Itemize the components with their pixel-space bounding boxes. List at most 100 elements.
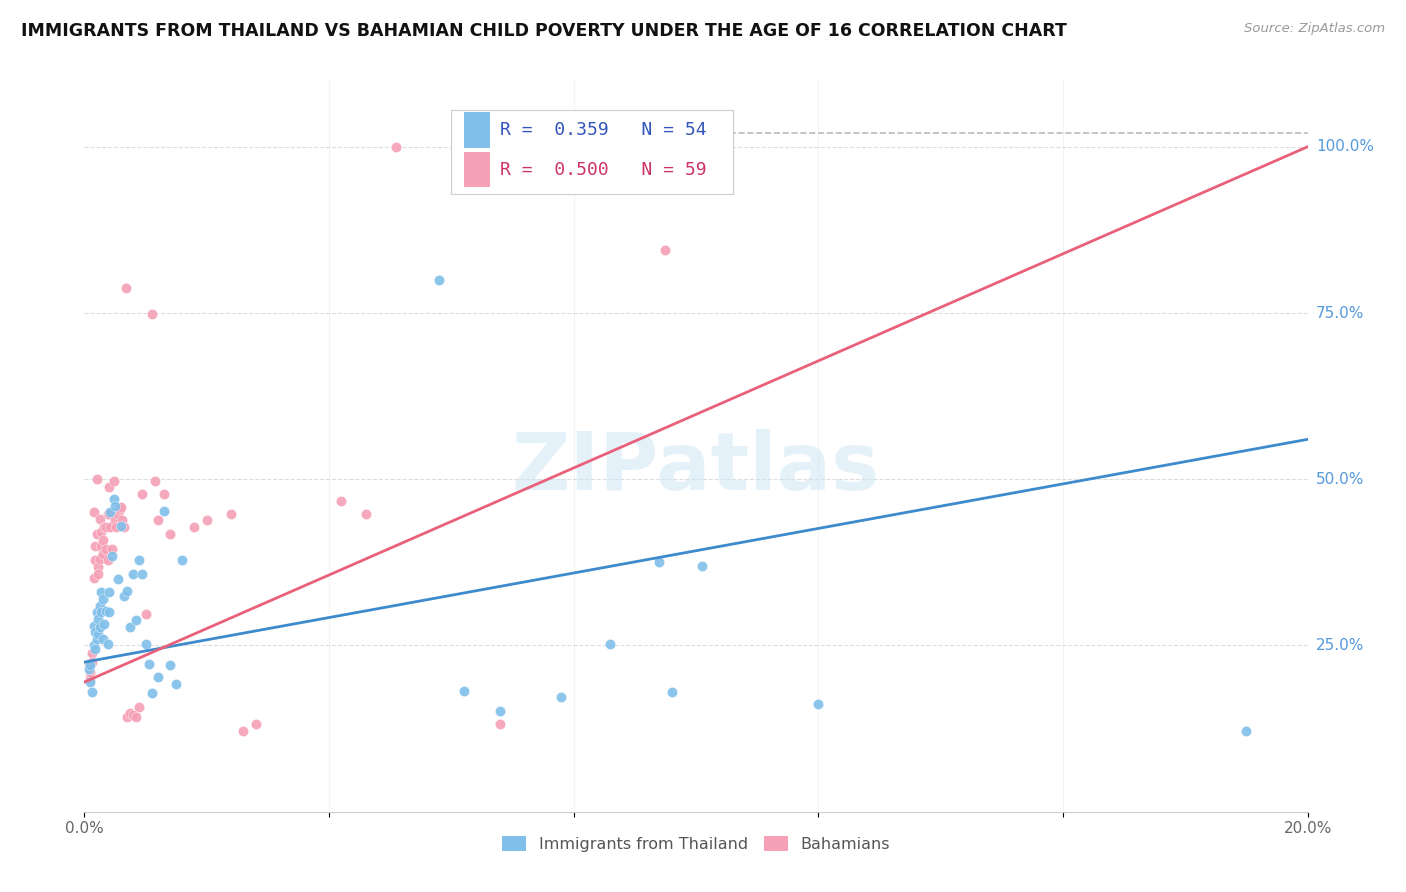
Point — [143, 474, 166, 488]
Point — [125, 613, 148, 627]
Point — [550, 690, 572, 705]
Point — [84, 641, 107, 656]
Point — [94, 520, 117, 534]
Point — [354, 507, 377, 521]
Point — [90, 525, 112, 540]
Point — [232, 723, 254, 738]
Point — [101, 542, 124, 557]
Point — [654, 243, 676, 257]
Point — [115, 710, 138, 724]
Point — [330, 493, 353, 508]
Point — [195, 513, 218, 527]
Point — [79, 665, 101, 679]
Point — [131, 487, 153, 501]
Point — [111, 513, 134, 527]
Point — [91, 547, 114, 561]
Point — [98, 520, 121, 534]
Point — [97, 507, 120, 521]
Point — [79, 658, 101, 673]
Point — [489, 717, 512, 731]
Text: 25.0%: 25.0% — [1316, 638, 1364, 653]
Text: 100.0%: 100.0% — [1316, 139, 1374, 154]
Point — [489, 704, 512, 718]
Point — [89, 552, 111, 566]
Point — [90, 585, 112, 599]
Point — [146, 513, 169, 527]
Point — [91, 632, 114, 646]
Point — [183, 520, 205, 534]
Point — [97, 507, 120, 521]
Point — [90, 539, 112, 553]
Legend: Immigrants from Thailand, Bahamians: Immigrants from Thailand, Bahamians — [495, 830, 897, 859]
Text: Source: ZipAtlas.com: Source: ZipAtlas.com — [1244, 22, 1385, 36]
Point — [87, 566, 110, 581]
Point — [107, 507, 129, 521]
Point — [661, 685, 683, 699]
Point — [83, 639, 105, 653]
Point — [135, 607, 157, 621]
Point — [89, 620, 111, 634]
Point — [115, 584, 138, 599]
Point — [153, 504, 176, 518]
Point — [172, 553, 194, 567]
Point — [453, 683, 475, 698]
Point — [165, 677, 187, 691]
Point — [83, 618, 105, 632]
Point — [101, 549, 124, 563]
Point — [87, 612, 110, 626]
Point — [112, 589, 135, 603]
Point — [84, 553, 107, 567]
Point — [90, 605, 112, 619]
Point — [131, 566, 153, 581]
Bar — [464, 152, 491, 187]
Text: IMMIGRANTS FROM THAILAND VS BAHAMIAN CHILD POVERTY UNDER THE AGE OF 16 CORRELATI: IMMIGRANTS FROM THAILAND VS BAHAMIAN CHI… — [21, 22, 1067, 40]
Point — [122, 566, 145, 581]
Point — [77, 658, 100, 673]
Point — [135, 637, 157, 651]
Point — [159, 526, 181, 541]
Point — [84, 539, 107, 553]
Point — [122, 708, 145, 723]
Point — [83, 571, 105, 585]
Point — [107, 572, 129, 586]
Point — [125, 710, 148, 724]
Point — [97, 637, 120, 651]
Point — [87, 626, 110, 640]
Point — [94, 604, 117, 618]
Point — [128, 553, 150, 567]
Point — [79, 675, 101, 690]
Point — [91, 591, 114, 606]
Text: 75.0%: 75.0% — [1316, 306, 1364, 320]
Point — [385, 140, 408, 154]
Point — [83, 506, 105, 520]
Point — [128, 699, 150, 714]
Point — [120, 706, 142, 721]
Point — [153, 487, 176, 501]
Point — [86, 472, 108, 486]
Point — [108, 502, 131, 516]
Point — [115, 281, 138, 295]
Point — [599, 637, 621, 651]
Point — [80, 647, 103, 661]
Point — [80, 685, 103, 699]
Point — [91, 533, 114, 548]
Point — [807, 697, 830, 711]
Point — [219, 507, 242, 521]
Point — [146, 670, 169, 684]
Point — [138, 657, 160, 672]
Point — [105, 520, 128, 534]
Point — [97, 585, 120, 599]
Point — [97, 553, 120, 567]
Point — [245, 717, 267, 731]
Point — [427, 273, 450, 287]
Point — [159, 658, 181, 673]
Point — [87, 560, 110, 574]
Point — [86, 632, 108, 646]
Point — [98, 506, 121, 520]
Bar — [464, 112, 491, 147]
Text: R =  0.359   N = 54: R = 0.359 N = 54 — [501, 121, 707, 139]
Point — [112, 520, 135, 534]
Point — [93, 520, 115, 534]
Point — [84, 625, 107, 640]
Point — [120, 620, 142, 634]
